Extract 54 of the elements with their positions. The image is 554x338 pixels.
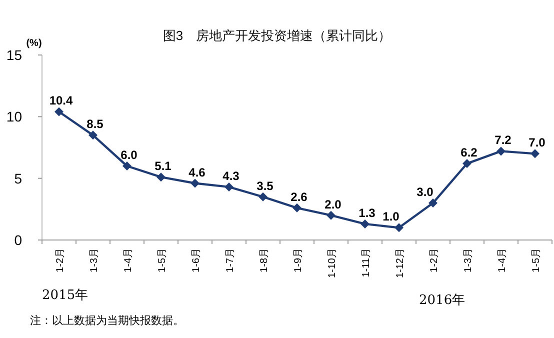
data-label: 7.2	[494, 133, 512, 148]
y-tick-label: 0	[14, 232, 22, 248]
data-label: 2.0	[324, 197, 342, 212]
point	[292, 203, 302, 212]
point	[428, 198, 438, 208]
data-label: 10.4	[49, 94, 73, 108]
x-tick-label: 1-6月	[191, 248, 202, 272]
x-tick-label: 1-7月	[225, 248, 236, 272]
point	[224, 182, 234, 192]
point	[190, 178, 200, 188]
point	[326, 210, 336, 220]
point	[258, 192, 268, 202]
point	[156, 172, 166, 182]
x-tick-label: 1-5月	[531, 248, 542, 272]
data-label: 1.0	[382, 210, 400, 224]
x-tick-label: 1-2月	[429, 248, 440, 272]
point	[394, 223, 404, 232]
point	[122, 162, 132, 170]
data-label: 3.0	[416, 185, 434, 199]
x-tick-label: 1-9月	[293, 248, 304, 272]
text: 注：以上数据为当期快报数据。	[30, 314, 184, 327]
data-label: 1.3	[358, 206, 376, 220]
x-tick-label: 1-2月	[55, 248, 66, 272]
x-tick-label: 1-8月	[259, 248, 270, 272]
data-label: 4.6	[188, 165, 206, 180]
text: 2016年	[419, 293, 466, 308]
point	[360, 219, 370, 228]
point	[496, 146, 506, 156]
data-label: 4.3	[222, 168, 240, 183]
data-label: 7.0	[528, 136, 546, 150]
data-label: 5.1	[154, 159, 172, 174]
x-tick-label: 1-3月	[463, 248, 474, 272]
x-tick-label: 1-10月	[327, 248, 338, 278]
x-tick-label: 1-4月	[497, 248, 508, 272]
x-tick-label: 1-4月	[123, 248, 134, 272]
data-label: 2.6	[290, 190, 308, 204]
x-tick-label: 1-12月	[395, 248, 406, 278]
text: 2015年	[42, 288, 88, 303]
y-axis-title: (%)	[26, 38, 42, 49]
point	[88, 130, 98, 140]
data-label: 8.5	[86, 117, 104, 132]
data-label: 6.2	[460, 146, 478, 160]
chart-title: 图3 房地产开发投资增速（累计同比）	[162, 28, 392, 43]
x-tick-label: 1-11月	[361, 248, 372, 278]
point	[54, 107, 64, 116]
point	[530, 149, 540, 158]
x-tick-label: 1-3月	[89, 248, 100, 272]
y-tick-label: 10	[6, 108, 22, 125]
x-tick-label: 1-5月	[157, 248, 168, 272]
y-tick-label: 5	[14, 170, 22, 186]
data-label: 6.0	[120, 148, 138, 162]
y-tick-label: 15	[6, 47, 22, 63]
data-label: 3.5	[256, 178, 274, 193]
point	[462, 159, 472, 168]
